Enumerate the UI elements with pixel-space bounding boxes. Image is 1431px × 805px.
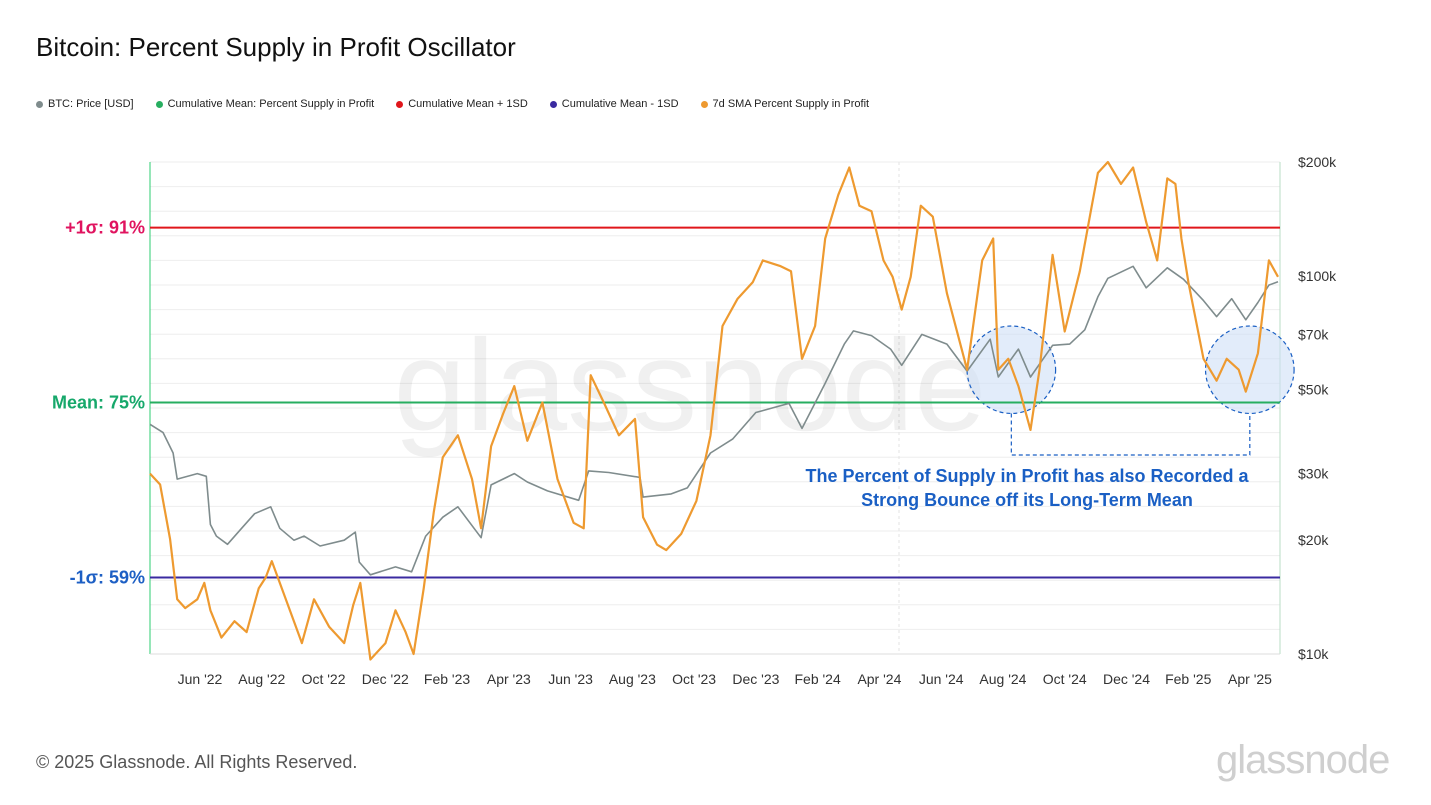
series-line-7d-sma — [149, 160, 1279, 661]
y-right-tick-label: $70k — [1298, 326, 1329, 342]
highlight-circle-2 — [1204, 325, 1295, 415]
chart-legend: BTC: Price [USD] Cumulative Mean: Percen… — [36, 98, 869, 110]
x-tick-label: Feb '25 — [1165, 671, 1211, 687]
x-tick-label: Aug '22 — [238, 671, 285, 687]
y-right-tick-label: $20k — [1298, 532, 1329, 548]
annotation-bracket — [1010, 413, 1251, 456]
reference-label-2: Mean: 75% — [52, 393, 145, 413]
legend-swatch-mean-minus-1sd — [549, 100, 557, 108]
legend-label-btc-price: BTC: Price [USD] — [48, 98, 134, 110]
y-right-tick-label: $30k — [1298, 466, 1329, 482]
legend-label-mean-plus-1sd: Cumulative Mean + 1SD — [408, 98, 528, 110]
y-right-tick-label: $200k — [1298, 154, 1337, 170]
watermark-text: glassnode — [394, 312, 987, 458]
x-tick-label: Oct '24 — [1043, 671, 1087, 687]
y-right-tick-label: $100k — [1298, 268, 1337, 284]
x-tick-label: Aug '24 — [979, 671, 1026, 687]
legend-swatch-btc-price — [36, 100, 43, 108]
reference-label-3: -1σ: 59% — [70, 567, 145, 587]
legend-label-7d-sma: 7d SMA Percent Supply in Profit — [712, 98, 870, 110]
legend-label-mean-minus-1sd: Cumulative Mean - 1SD — [561, 98, 679, 110]
legend-swatch-7d-sma — [700, 100, 708, 108]
x-tick-label: Feb '23 — [424, 671, 470, 687]
chart-title: Bitcoin: Percent Supply in Profit Oscill… — [36, 32, 516, 62]
x-tick-label: Jun '23 — [548, 671, 593, 687]
legend-item-mean-plus-1sd[interactable]: Cumulative Mean + 1SD — [396, 98, 528, 110]
x-tick-label: Aug '23 — [609, 671, 656, 687]
y-right-tick-label: $10k — [1298, 646, 1329, 662]
annotation-text-line-2: Strong Bounce off its Long-Term Mean — [861, 490, 1193, 510]
legend-label-cumulative-mean: Cumulative Mean: Percent Supply in Profi… — [167, 98, 375, 110]
legend-swatch-cumulative-mean — [155, 100, 163, 108]
x-tick-label: Jun '22 — [178, 671, 223, 687]
x-tick-label: Dec '22 — [362, 671, 409, 687]
glassnode-logo: glassnode — [1216, 738, 1390, 782]
x-tick-label: Jun '24 — [919, 671, 964, 687]
x-tick-label: Dec '24 — [1103, 671, 1150, 687]
x-tick-label: Apr '25 — [1228, 671, 1272, 687]
x-tick-label: Apr '23 — [487, 671, 531, 687]
y-right-tick-label: $50k — [1298, 382, 1329, 398]
x-tick-label: Dec '23 — [732, 671, 779, 687]
reference-label-1: +1σ: 91% — [65, 218, 145, 238]
legend-item-btc-price[interactable]: BTC: Price [USD] — [36, 98, 134, 110]
x-tick-label: Oct '23 — [672, 671, 716, 687]
x-tick-label: Feb '24 — [795, 671, 841, 687]
legend-swatch-mean-plus-1sd — [396, 100, 404, 108]
legend-item-mean-minus-1sd[interactable]: Cumulative Mean - 1SD — [549, 98, 679, 110]
legend-item-cumulative-mean[interactable]: Cumulative Mean: Percent Supply in Profi… — [155, 98, 375, 110]
copyright-footer: © 2025 Glassnode. All Rights Reserved. — [36, 752, 358, 772]
x-tick-label: Apr '24 — [857, 671, 901, 687]
annotation-text-line-1: The Percent of Supply in Profit has also… — [805, 466, 1249, 486]
legend-item-7d-sma[interactable]: 7d SMA Percent Supply in Profit — [700, 98, 870, 110]
series-line-btc-price — [149, 265, 1279, 576]
x-tick-label: Oct '22 — [302, 671, 346, 687]
